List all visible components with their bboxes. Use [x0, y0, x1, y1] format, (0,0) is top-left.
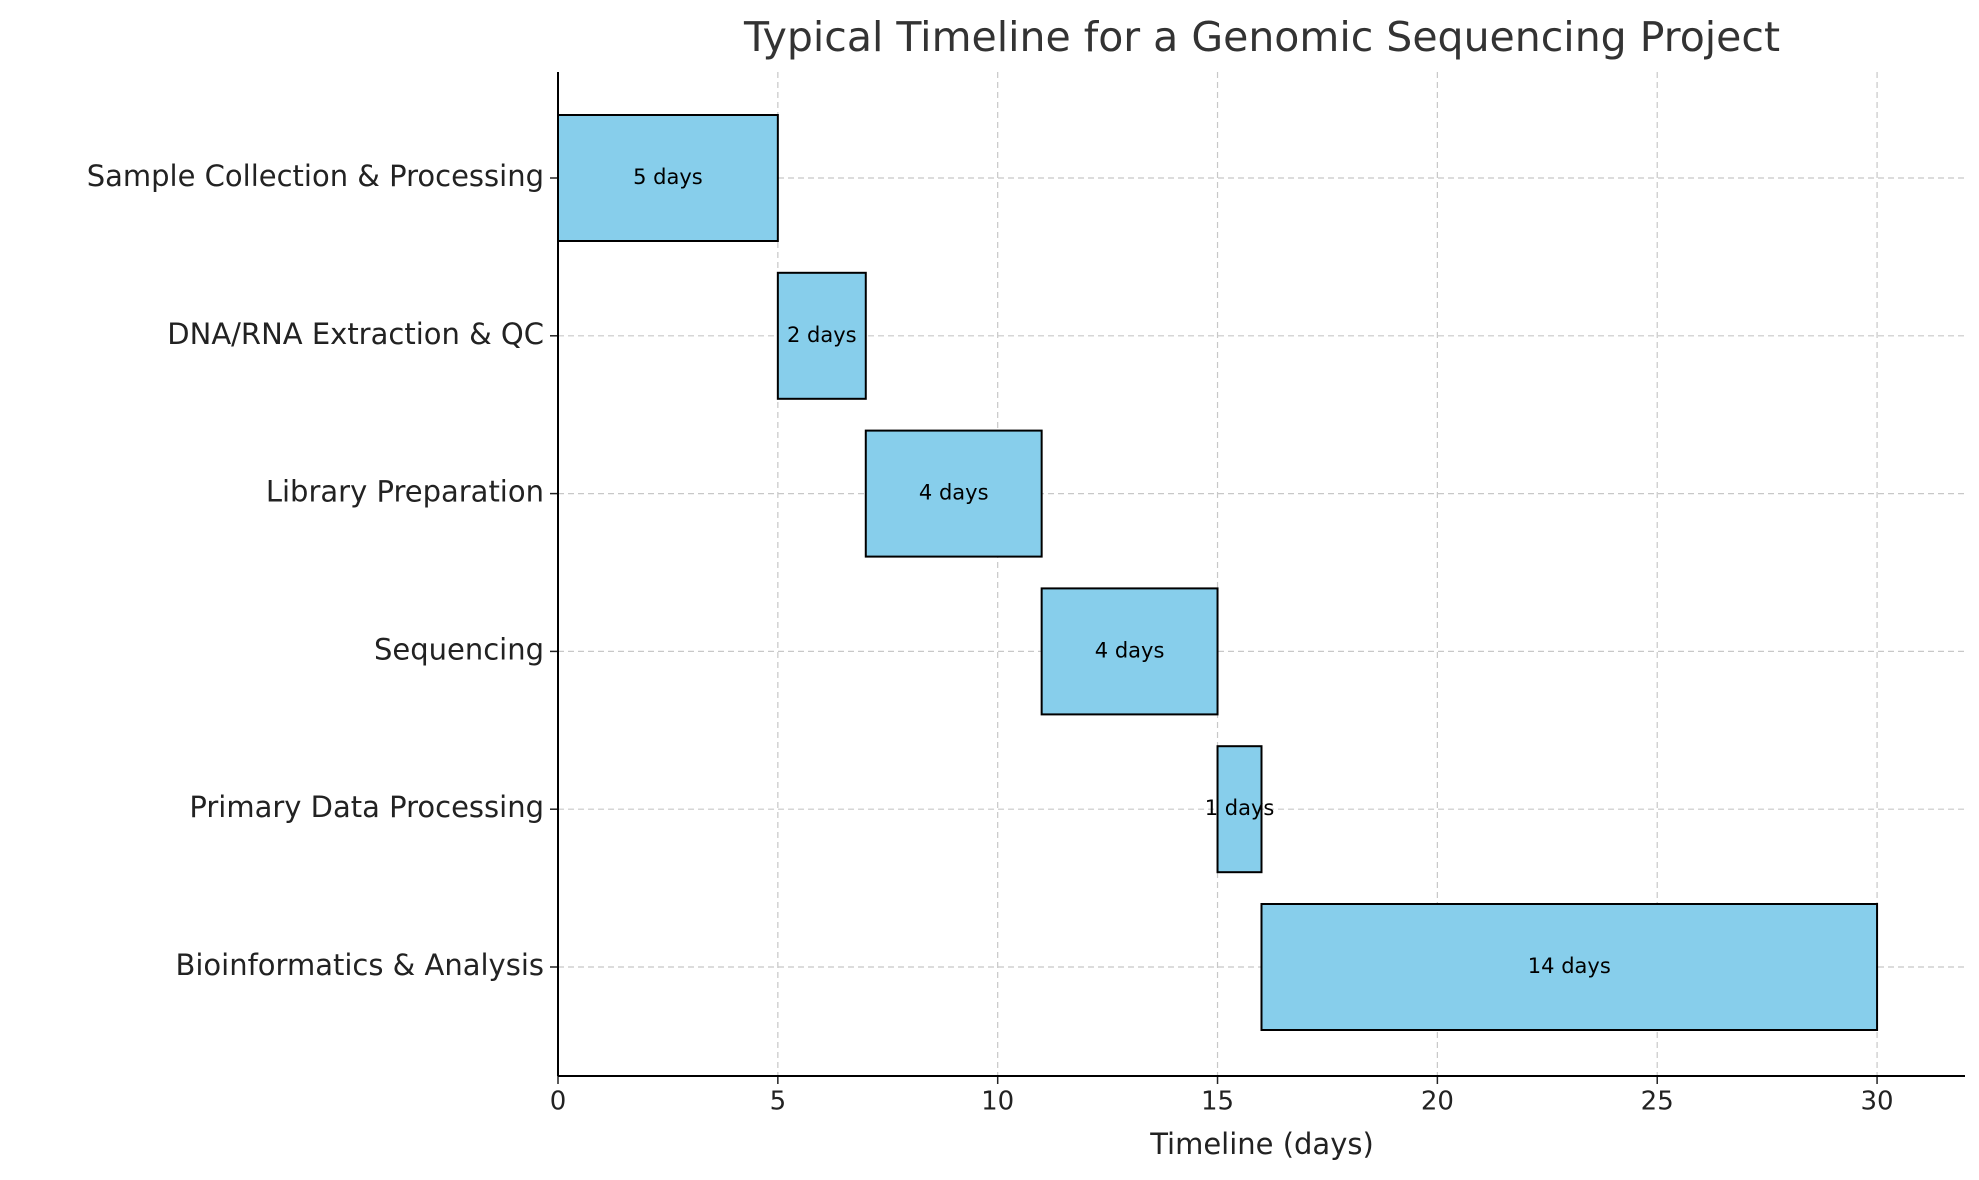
x-tick-label: 10	[981, 1087, 1014, 1117]
x-axis-label: Timeline (days)	[1149, 1127, 1374, 1161]
x-tick-label: 0	[550, 1087, 567, 1117]
y-tick-label: DNA/RNA Extraction & QC	[167, 317, 544, 351]
y-tick-label: Sequencing	[374, 632, 544, 666]
bar	[1260, 903, 1879, 1031]
x-tick-label: 15	[1201, 1087, 1234, 1117]
value-label: 4 days	[1095, 638, 1165, 662]
y-tick-label: Bioinformatics & Analysis	[175, 948, 544, 982]
value-label: 2 days	[787, 323, 857, 347]
bar	[1040, 587, 1219, 716]
value-label: 5 days	[633, 165, 703, 189]
y-tick-label: Library Preparation	[266, 475, 544, 509]
x-tick-label: 20	[1421, 1087, 1454, 1117]
bar	[776, 271, 867, 400]
value-label: 4 days	[919, 481, 989, 505]
x-tick-label: 25	[1641, 1087, 1674, 1117]
y-tick-label: Primary Data Processing	[189, 790, 544, 824]
value-label: 14 days	[1528, 954, 1611, 978]
value-label: 1 days	[1205, 796, 1275, 820]
bar	[1216, 745, 1263, 874]
x-tick-label: 5	[770, 1087, 787, 1117]
bar	[864, 429, 1043, 558]
chart-title: Typical Timeline for a Genomic Sequencin…	[743, 13, 1780, 61]
x-tick-label: 30	[1861, 1087, 1894, 1117]
y-tick-label: Sample Collection & Processing	[87, 159, 544, 193]
